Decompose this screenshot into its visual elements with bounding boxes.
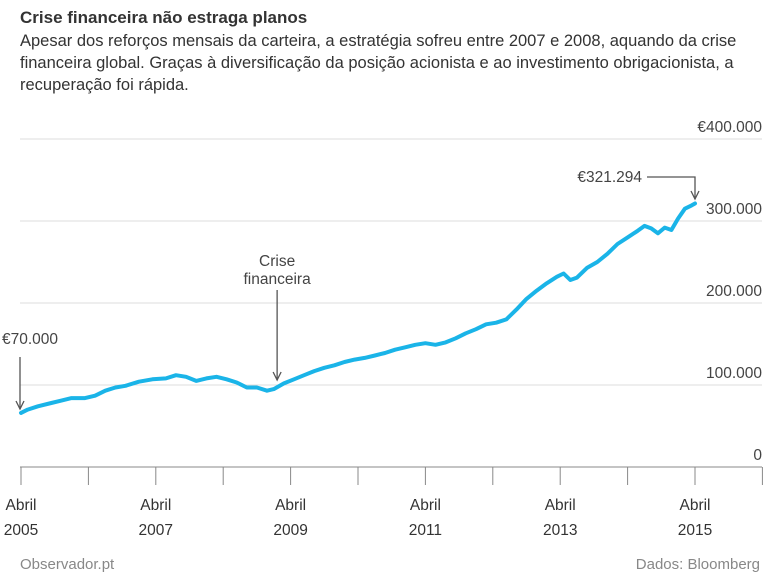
y-tick-label: 300.000: [706, 201, 762, 218]
y-tick-label: 200.000: [706, 283, 762, 300]
chart-title: Crise financeira não estraga planos: [20, 8, 308, 27]
grid-lines: [20, 138, 762, 386]
x-tick-label-year: 2011: [409, 522, 442, 539]
footer-publisher: Observador.pt: [20, 556, 115, 573]
x-tick-label-month: Abril: [275, 497, 306, 514]
x-tick-label-month: Abril: [5, 497, 36, 514]
chart-subtitle: Apesar dos reforços mensais da carteira,…: [20, 32, 737, 94]
series-line: [19, 201, 697, 415]
annotation-start-arrowhead: [15, 400, 25, 411]
x-tick-label-year: 2013: [543, 522, 577, 539]
y-tick-label: €400.000: [697, 119, 762, 136]
annotation-crisis-arrowhead: [272, 371, 282, 382]
y-tick-label: 100.000: [706, 365, 762, 382]
annotation-start-value: €70.000: [2, 331, 58, 348]
series-group: [19, 201, 697, 415]
x-tick-label-month: Abril: [545, 497, 576, 514]
footer-data-source: Dados: Bloomberg: [635, 556, 760, 573]
x-tick-label-month: Abril: [679, 497, 710, 514]
annotation-end-value: €321.294: [577, 169, 642, 186]
annotation-crisis-line2: financeira: [244, 271, 312, 288]
x-tick-label-year: 2015: [678, 522, 712, 539]
x-tick-label-month: Abril: [140, 497, 171, 514]
y-tick-label: 0: [753, 447, 762, 464]
y-axis-labels: €400.000 300.000 200.000 100.000 0: [697, 119, 762, 464]
annotation-end-arrowhead: [690, 190, 700, 201]
x-tick-label-year: 2005: [4, 522, 38, 539]
x-axis: Abril 2005 Abril 2007 Abril 2009 Abril 2011 Abri…: [4, 466, 763, 539]
annotation-end-arrow: [647, 176, 696, 199]
x-tick-label-month: Abril: [410, 497, 441, 514]
x-tick-label-year: 2009: [273, 522, 307, 539]
x-tick-label-year: 2007: [139, 522, 173, 539]
annotation-crisis-line1: Crise: [259, 253, 295, 270]
